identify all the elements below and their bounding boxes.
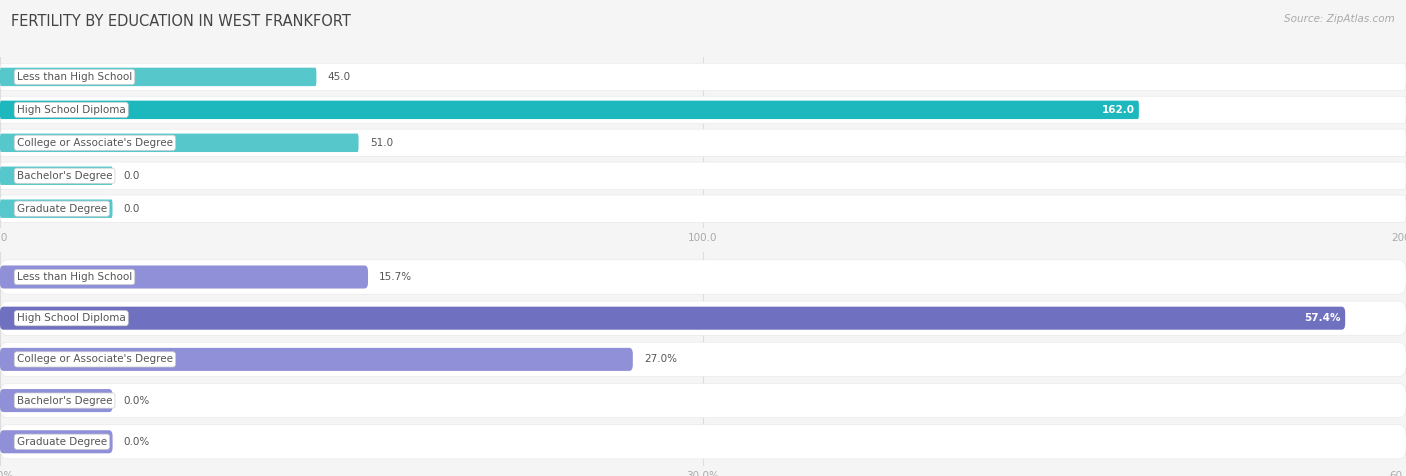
FancyBboxPatch shape	[0, 199, 112, 218]
FancyBboxPatch shape	[0, 260, 1406, 294]
FancyBboxPatch shape	[0, 68, 316, 86]
Text: High School Diploma: High School Diploma	[17, 313, 125, 323]
FancyBboxPatch shape	[0, 342, 1406, 377]
FancyBboxPatch shape	[0, 425, 1406, 459]
FancyBboxPatch shape	[0, 307, 1346, 330]
FancyBboxPatch shape	[0, 389, 112, 412]
Text: 0.0: 0.0	[124, 204, 141, 214]
Text: Less than High School: Less than High School	[17, 272, 132, 282]
Text: Graduate Degree: Graduate Degree	[17, 437, 107, 447]
Text: 0.0: 0.0	[124, 171, 141, 181]
FancyBboxPatch shape	[0, 348, 633, 371]
Text: College or Associate's Degree: College or Associate's Degree	[17, 138, 173, 148]
Text: 0.0%: 0.0%	[124, 437, 150, 447]
Text: Bachelor's Degree: Bachelor's Degree	[17, 171, 112, 181]
FancyBboxPatch shape	[0, 301, 1406, 335]
Text: 45.0: 45.0	[328, 72, 350, 82]
Text: 57.4%: 57.4%	[1305, 313, 1341, 323]
Text: FERTILITY BY EDUCATION IN WEST FRANKFORT: FERTILITY BY EDUCATION IN WEST FRANKFORT	[11, 14, 352, 30]
FancyBboxPatch shape	[0, 129, 1406, 157]
Text: 27.0%: 27.0%	[644, 354, 676, 365]
FancyBboxPatch shape	[0, 384, 1406, 417]
FancyBboxPatch shape	[0, 162, 1406, 189]
FancyBboxPatch shape	[0, 63, 1406, 90]
FancyBboxPatch shape	[0, 100, 1139, 119]
Text: 162.0: 162.0	[1102, 105, 1135, 115]
FancyBboxPatch shape	[0, 134, 359, 152]
FancyBboxPatch shape	[0, 266, 368, 288]
FancyBboxPatch shape	[0, 167, 112, 185]
FancyBboxPatch shape	[0, 195, 1406, 222]
FancyBboxPatch shape	[0, 430, 112, 453]
FancyBboxPatch shape	[0, 96, 1406, 124]
Text: College or Associate's Degree: College or Associate's Degree	[17, 354, 173, 365]
Text: 51.0: 51.0	[370, 138, 392, 148]
Text: Less than High School: Less than High School	[17, 72, 132, 82]
Text: 15.7%: 15.7%	[380, 272, 412, 282]
Text: Graduate Degree: Graduate Degree	[17, 204, 107, 214]
Text: High School Diploma: High School Diploma	[17, 105, 125, 115]
Text: Bachelor's Degree: Bachelor's Degree	[17, 396, 112, 406]
Text: Source: ZipAtlas.com: Source: ZipAtlas.com	[1284, 14, 1395, 24]
Text: 0.0%: 0.0%	[124, 396, 150, 406]
